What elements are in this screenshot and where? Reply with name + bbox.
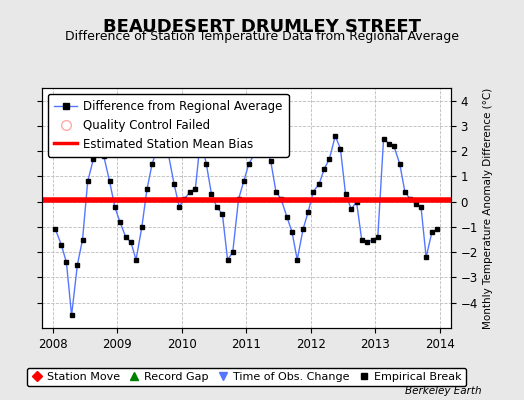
- Text: Berkeley Earth: Berkeley Earth: [406, 386, 482, 396]
- Legend: Station Move, Record Gap, Time of Obs. Change, Empirical Break: Station Move, Record Gap, Time of Obs. C…: [27, 368, 466, 386]
- Text: Difference of Station Temperature Data from Regional Average: Difference of Station Temperature Data f…: [65, 30, 459, 43]
- Text: BEAUDESERT DRUMLEY STREET: BEAUDESERT DRUMLEY STREET: [103, 18, 421, 36]
- Legend: Difference from Regional Average, Quality Control Failed, Estimated Station Mean: Difference from Regional Average, Qualit…: [48, 94, 289, 156]
- Y-axis label: Monthly Temperature Anomaly Difference (°C): Monthly Temperature Anomaly Difference (…: [483, 87, 493, 329]
